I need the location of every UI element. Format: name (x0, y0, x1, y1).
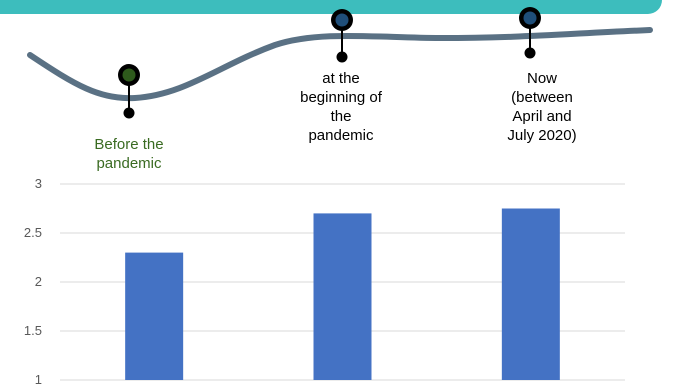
timeline-illustration (27, 7, 653, 119)
bars (125, 208, 560, 380)
timeline-marker-beginning (331, 9, 353, 63)
marker-before-dot (122, 68, 136, 82)
timeline-marker-now (519, 7, 541, 59)
y-tick-label: 1.5 (24, 323, 42, 338)
y-tick-labels: 1 1.5 2 2.5 3 (24, 176, 42, 387)
y-tick-label: 1 (35, 372, 42, 387)
bar (313, 213, 372, 380)
y-tick-label: 2.5 (24, 225, 42, 240)
marker-beginning-dot (335, 13, 349, 27)
timeline-marker-before (118, 64, 140, 119)
label-before-pandemic: Before the pandemic (94, 136, 164, 172)
bar (125, 252, 184, 380)
header-band (0, 0, 662, 14)
marker-now-dot (523, 11, 537, 25)
label-beginning-pandemic: at the beginning of the pandemic (300, 70, 382, 144)
bar (501, 208, 560, 380)
label-now: Now (between April and July 2020) (507, 70, 577, 144)
y-tick-label: 2 (35, 274, 42, 289)
timeline-wave (27, 27, 653, 102)
y-tick-label: 3 (35, 176, 42, 191)
